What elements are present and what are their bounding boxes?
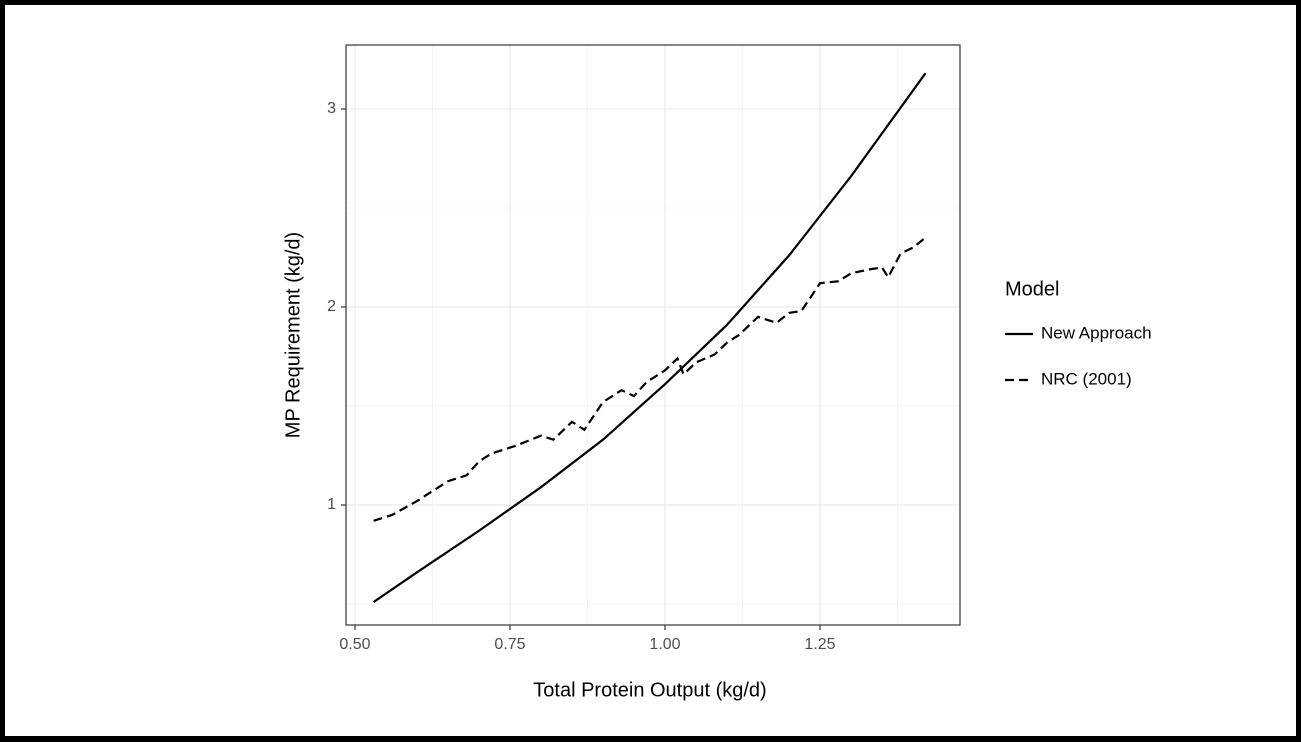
series-line	[372, 72, 927, 603]
panel	[346, 45, 960, 625]
chart: Total Protein Output (kg/d) MP Requireme…	[282, 44, 1152, 701]
legend-label: New Approach	[1041, 323, 1152, 342]
y-tick-label: 2	[327, 298, 336, 315]
y-axis-label: MP Requirement (kg/d)	[282, 232, 304, 438]
series-line	[373, 236, 927, 522]
x-tick-label: 1.00	[649, 636, 680, 653]
legend-title: Model	[1005, 278, 1059, 300]
x-tick-label: 0.75	[494, 636, 525, 653]
panel-border	[345, 44, 961, 626]
y-tick-label: 3	[327, 100, 336, 117]
x-tick-label: 1.25	[804, 636, 835, 653]
x-tick-label: 0.50	[339, 636, 370, 653]
legend-label: NRC (2001)	[1041, 369, 1132, 388]
x-axis-label: Total Protein Output (kg/d)	[533, 679, 766, 701]
y-tick-label: 1	[327, 496, 336, 513]
